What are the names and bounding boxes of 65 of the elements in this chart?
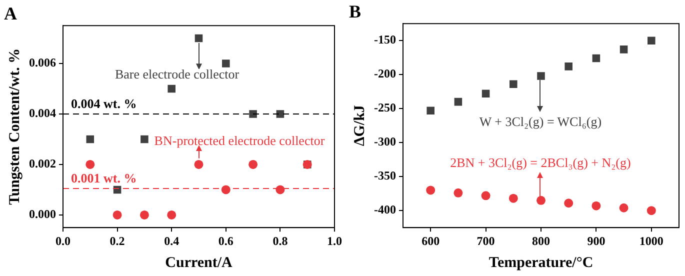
point (454, 188, 463, 198)
y-tick-label: -300 (374, 134, 396, 149)
point (564, 62, 572, 70)
point (620, 46, 628, 54)
y-tick-label: -350 (374, 168, 396, 183)
point (112, 210, 122, 220)
point (536, 196, 546, 205)
annotation: BN-protected electrode collector (154, 132, 326, 148)
point (592, 54, 600, 62)
point (426, 186, 436, 195)
y-axis-title: Tungsten Content/wt. % (6, 48, 23, 205)
point (194, 160, 204, 169)
x-tick-label: 0.0 (56, 234, 70, 248)
x-tick-label: 0.6 (218, 234, 234, 248)
annotation: Bare electrode collector (114, 66, 240, 82)
point (194, 34, 203, 42)
x-tick-label: 900 (587, 234, 606, 248)
chart-title: B (349, 1, 362, 22)
x-tick-label: 800 (532, 234, 550, 248)
y-tick-label: 0.000 (29, 207, 56, 222)
y-tick-label: 0.006 (29, 56, 56, 70)
point (222, 60, 230, 68)
point (619, 203, 628, 212)
y-axis-title: ΔG/kJ (352, 104, 368, 146)
y-tick-label: -200 (374, 66, 396, 81)
annotation: W + 3Cl₂(g) = WCl₆(g) (479, 114, 602, 130)
point (592, 201, 601, 210)
point (248, 160, 258, 169)
annotation: 2BN + 3Cl₂(g) = 2BCl₃(g) + N₂(g) (450, 154, 631, 170)
point (482, 90, 490, 98)
point (86, 135, 94, 144)
point (140, 210, 149, 220)
y-tick-label: -150 (374, 32, 396, 47)
x-tick-label: 1000 (639, 234, 664, 248)
y-tick-label: 0.004 (29, 106, 56, 120)
point (167, 210, 176, 220)
ref-line-label: 0.001 wt. % (71, 170, 137, 186)
x-tick-label: 600 (422, 234, 440, 248)
point (481, 191, 490, 200)
point (508, 194, 518, 203)
y-tick-label: 0.002 (29, 156, 56, 171)
x-tick-label: 700 (476, 234, 495, 248)
x-tick-label: 0.2 (110, 234, 125, 248)
point (564, 198, 574, 208)
point (648, 36, 656, 44)
point (510, 80, 518, 88)
x-tick-label: 0.4 (164, 234, 180, 248)
chart-title: A (4, 3, 17, 24)
point (168, 84, 176, 93)
point (537, 72, 545, 80)
point (249, 110, 257, 118)
x-tick-label: 0.8 (272, 234, 288, 248)
point (140, 135, 148, 144)
point (86, 160, 95, 169)
point (276, 185, 285, 194)
x-axis-title: Current/A (165, 254, 233, 271)
point (426, 106, 434, 115)
x-tick-label: 1.0 (327, 234, 342, 248)
x-axis-title: Temperature/°C (488, 254, 594, 271)
y-tick-label: -250 (374, 100, 396, 115)
y-tick-label: -400 (374, 202, 396, 217)
point (454, 98, 462, 106)
ref-line-label: 0.004 wt. % (71, 96, 137, 111)
point (276, 110, 284, 118)
point (646, 206, 656, 216)
